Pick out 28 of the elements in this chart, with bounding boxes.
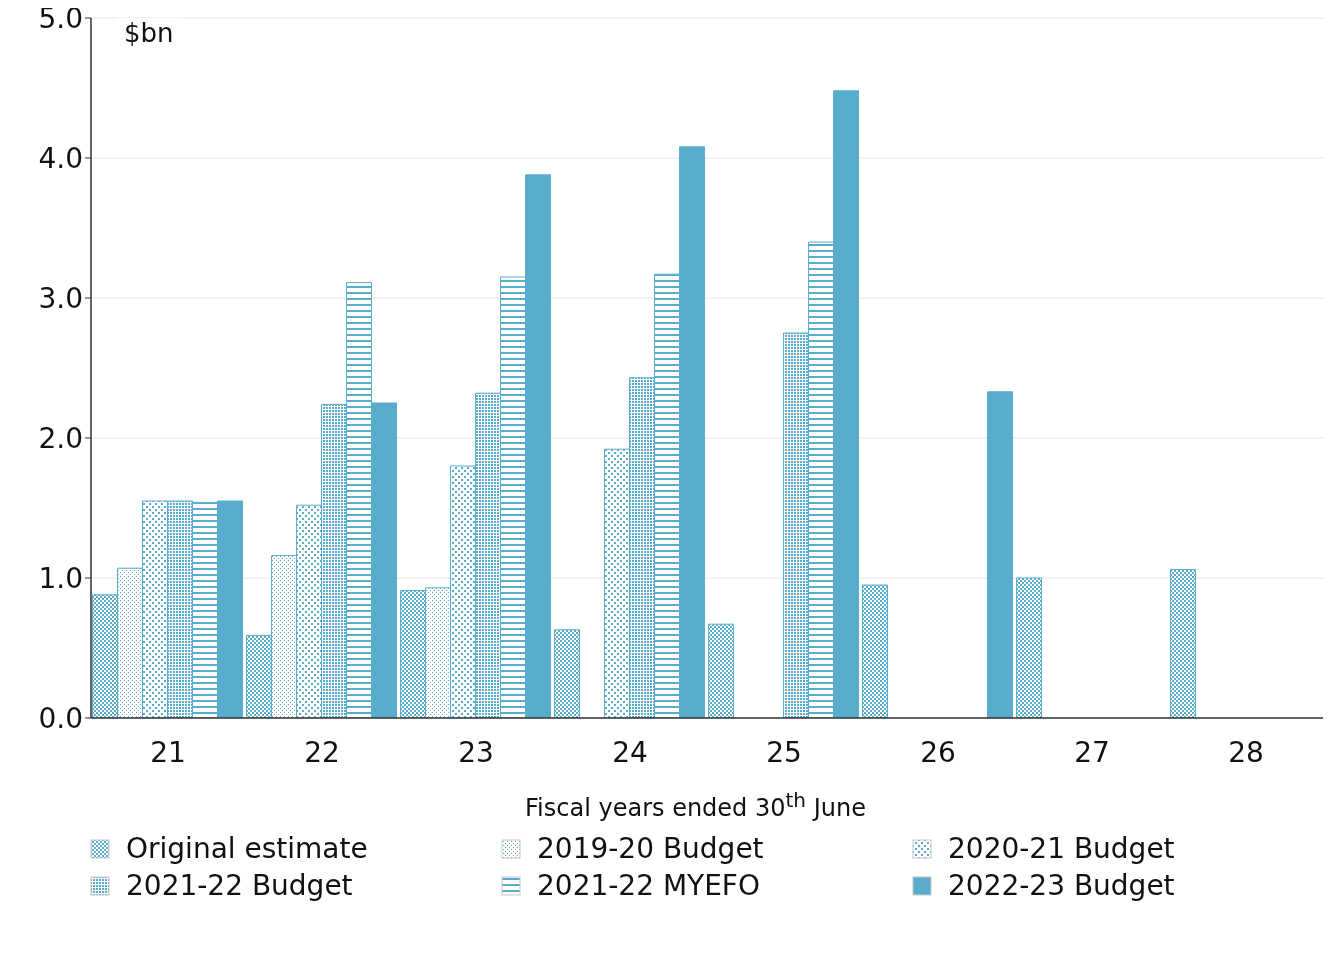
legend-label: 2021-22 MYEFO xyxy=(536,869,761,902)
x-tick-label: 24 xyxy=(612,735,648,769)
x-axis-title: Fiscal years ended 30$^{th}$ June xyxy=(524,788,867,822)
x-tick-label: 28 xyxy=(1228,735,1264,769)
x-tick-label: 26 xyxy=(920,735,956,769)
legend-label: 2022-23 Budget xyxy=(947,869,1176,902)
bar xyxy=(1016,577,1043,718)
x-tick-label: 25 xyxy=(766,735,802,769)
x-tick-label: 23 xyxy=(458,735,494,769)
legend-label: 2020-21 Budget xyxy=(947,832,1176,865)
y-axis-title: $bn xyxy=(116,18,182,48)
bar xyxy=(554,629,581,718)
legend-label: 2021-22 Budget xyxy=(125,869,354,902)
bar xyxy=(1170,569,1197,718)
y-tick-label: 0.0 xyxy=(38,701,83,735)
y-tick-label: 2.0 xyxy=(38,421,83,455)
legend-label: 2019-20 Budget xyxy=(536,832,765,865)
bar xyxy=(708,623,735,718)
x-tick-label: 22 xyxy=(304,735,340,769)
bar xyxy=(987,391,1014,718)
y-tick-label: 1.0 xyxy=(38,561,83,595)
bar xyxy=(862,584,889,718)
x-tick-label: 21 xyxy=(150,735,186,769)
y-tick-label: 4.0 xyxy=(38,141,83,175)
y-tick-label: 3.0 xyxy=(38,281,83,315)
legend-label: Original estimate xyxy=(125,832,369,865)
y-tick-label: 5.0 xyxy=(38,1,83,35)
x-tick-label: 27 xyxy=(1074,735,1110,769)
